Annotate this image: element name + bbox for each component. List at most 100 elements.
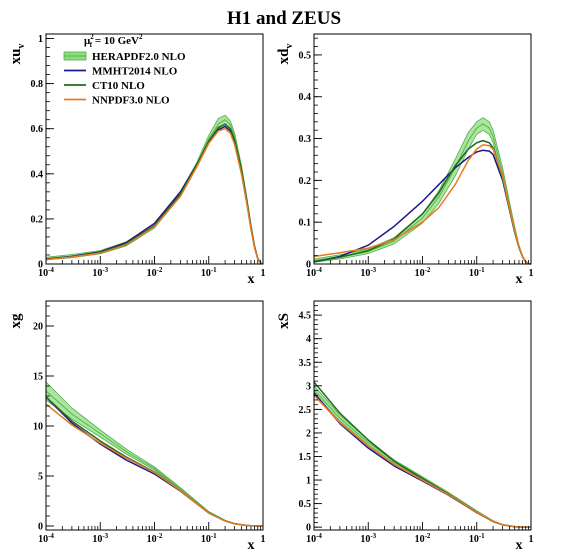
x-tick-label: 10-1 <box>469 532 485 545</box>
y-axis-label: xuv <box>8 44 27 65</box>
y-axis-label: xS <box>276 313 292 329</box>
x-tick-label: 10-3 <box>360 266 376 279</box>
x-tick-exponent: -1 <box>211 266 217 274</box>
y-axis-label: xdv <box>276 44 295 65</box>
y-axis-label: xg <box>8 313 24 329</box>
x-tick-label: 10-2 <box>147 266 163 279</box>
x-tick-base: 10 <box>415 534 425 545</box>
plot-frame <box>313 33 532 265</box>
x-tick-base: 1 <box>261 534 266 545</box>
x-tick-label: 10-4 <box>38 532 54 545</box>
x-tick-base: 1 <box>529 268 534 279</box>
y-tick-label: 4 <box>306 334 311 345</box>
x-tick-label: 10-2 <box>147 532 163 545</box>
y-tick-label: 1 <box>38 34 43 45</box>
figure-title: H1 and ZEUS <box>227 8 341 29</box>
x-tick-exponent: -4 <box>48 266 54 274</box>
scale-value-superscript: 2 <box>139 33 143 41</box>
y-axis-label-base: xu <box>8 49 24 65</box>
factorization-scale-label: μ2 f = 10 GeV2 <box>84 33 143 49</box>
y-tick-label: 5 <box>38 472 43 483</box>
y-tick-label: 0.6 <box>31 124 44 135</box>
y-tick-label: 20 <box>33 322 43 333</box>
x-tick-label: 10-3 <box>92 532 108 545</box>
x-tick-exponent: -3 <box>370 266 376 274</box>
y-tick-label: 0.5 <box>299 499 312 510</box>
scale-value: = 10 GeV <box>92 35 139 47</box>
series-line-ct10-nlo <box>45 123 264 265</box>
x-axis-label: x <box>516 272 523 287</box>
x-tick-base: 10 <box>201 268 211 279</box>
x-tick-base: 10 <box>201 534 211 545</box>
legend-entry-label: CT10 NLO <box>92 80 145 92</box>
x-tick-exponent: -2 <box>425 266 431 274</box>
x-tick-base: 10 <box>415 268 425 279</box>
y-tick-label: 0.4 <box>299 92 312 103</box>
legend-entry-label: NNPDF3.0 NLO <box>92 95 170 107</box>
y-tick-label: 0 <box>38 522 43 533</box>
series-line-herapdf2-0-nlo <box>313 123 532 265</box>
y-tick-label: 2 <box>306 428 311 439</box>
x-tick-label: 10-4 <box>306 532 322 545</box>
y-tick-label: 0.3 <box>299 134 312 145</box>
x-tick-base: 10 <box>360 534 370 545</box>
scale-subscript: f <box>90 41 93 49</box>
y-tick-label: 0.2 <box>299 176 312 187</box>
plot-frame <box>313 300 532 531</box>
x-tick-base: 10 <box>147 534 157 545</box>
x-tick-base: 10 <box>38 534 48 545</box>
x-tick-exponent: -2 <box>157 266 163 274</box>
series-line-nnpdf3-0-nlo <box>45 403 264 527</box>
series-line-herapdf2-0-nlo <box>313 389 532 528</box>
y-tick-label: 0.4 <box>31 169 44 180</box>
y-tick-label: 4.5 <box>299 311 312 322</box>
x-tick-exponent: -3 <box>102 532 108 540</box>
y-tick-label: 15 <box>33 372 43 383</box>
uncertainty-band <box>313 384 532 528</box>
y-axis-label-base: xd <box>276 48 292 65</box>
series-line-mmht2014-nlo <box>45 125 264 265</box>
x-tick-label: 10-1 <box>201 532 217 545</box>
y-axis-label-base: xS <box>276 313 292 329</box>
x-tick-base: 10 <box>92 534 102 545</box>
series-line-herapdf2-0-nlo <box>45 119 264 265</box>
x-axis-label: x <box>248 272 255 287</box>
y-tick-label: 0.2 <box>31 214 44 225</box>
x-tick-base: 10 <box>469 268 479 279</box>
x-tick-base: 10 <box>469 534 479 545</box>
x-tick-label: 1 <box>261 268 266 279</box>
x-tick-label: 10-3 <box>360 532 376 545</box>
x-tick-exponent: -3 <box>102 266 108 274</box>
y-tick-label: 0 <box>306 523 311 534</box>
x-axis-label: x <box>248 538 255 553</box>
x-tick-base: 10 <box>360 268 370 279</box>
uncertainty-band <box>313 117 532 265</box>
y-tick-label: 0.5 <box>299 50 312 61</box>
y-tick-label: 1.5 <box>299 452 312 463</box>
x-tick-exponent: -1 <box>211 532 217 540</box>
x-tick-exponent: -2 <box>425 532 431 540</box>
x-tick-exponent: -1 <box>479 532 485 540</box>
uncertainty-band <box>45 381 264 527</box>
x-tick-exponent: -4 <box>48 532 54 540</box>
uncertainty-band <box>45 114 264 265</box>
x-tick-exponent: -2 <box>157 532 163 540</box>
x-tick-label: 1 <box>261 534 266 545</box>
y-tick-label: 0 <box>38 260 43 271</box>
series-line-nnpdf3-0-nlo <box>313 394 532 528</box>
y-tick-label: 2.5 <box>299 405 312 416</box>
series-line-nnpdf3-0-nlo <box>313 144 532 265</box>
legend-entry-label: HERAPDF2.0 NLO <box>92 51 186 63</box>
x-tick-label: 1 <box>529 534 534 545</box>
y-tick-label: 3 <box>306 381 311 392</box>
x-tick-label: 10-4 <box>306 266 322 279</box>
y-axis-label-subscript: v <box>16 44 27 49</box>
y-tick-label: 3.5 <box>299 358 312 369</box>
series-line-herapdf2-0-nlo <box>45 390 264 527</box>
x-tick-label: 10-2 <box>415 532 431 545</box>
